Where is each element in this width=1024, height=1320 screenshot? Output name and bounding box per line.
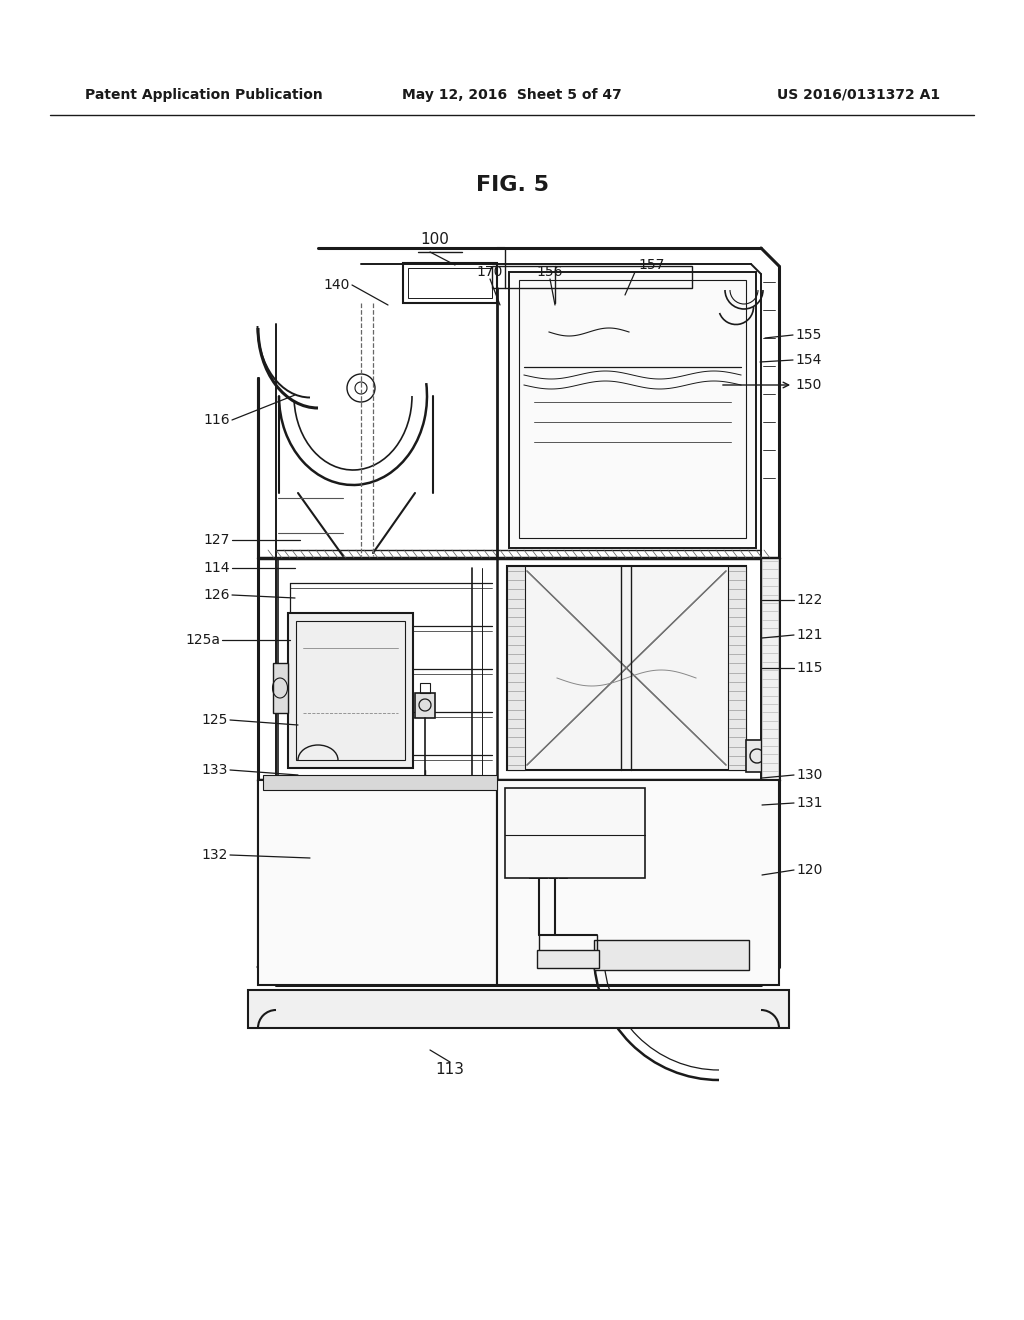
Bar	[594, 940, 749, 970]
Text: 120: 120	[796, 863, 822, 876]
Bar	[258, 780, 497, 985]
Bar	[728, 566, 746, 770]
Bar	[296, 620, 406, 760]
Text: 113: 113	[435, 1063, 465, 1077]
Bar	[761, 558, 779, 788]
Bar	[746, 741, 768, 772]
Bar	[539, 850, 555, 870]
Bar	[539, 870, 547, 878]
Bar	[527, 795, 567, 850]
Text: 115: 115	[796, 661, 822, 675]
Text: 156: 156	[537, 265, 563, 279]
Bar	[505, 788, 645, 878]
Bar	[273, 663, 288, 713]
Text: 155: 155	[795, 327, 821, 342]
Bar	[529, 870, 537, 878]
Text: Patent Application Publication: Patent Application Publication	[85, 88, 323, 102]
Bar	[509, 272, 756, 548]
Text: 132: 132	[202, 847, 228, 862]
Bar	[288, 612, 413, 768]
Text: 121: 121	[796, 628, 822, 642]
Text: 131: 131	[796, 796, 822, 810]
Bar	[559, 870, 567, 878]
Text: 150: 150	[795, 378, 821, 392]
Text: 125a: 125a	[185, 634, 220, 647]
Text: US 2016/0131372 A1: US 2016/0131372 A1	[777, 88, 940, 102]
Bar	[497, 780, 779, 985]
Text: 100: 100	[420, 232, 449, 248]
Text: 114: 114	[204, 561, 230, 576]
Text: 116: 116	[204, 413, 230, 426]
Text: 154: 154	[795, 352, 821, 367]
Bar	[537, 950, 599, 968]
Bar	[263, 775, 497, 789]
Text: 122: 122	[796, 593, 822, 607]
Bar	[420, 682, 430, 693]
Bar	[507, 566, 525, 770]
Bar	[492, 267, 692, 288]
Bar	[507, 566, 746, 770]
Text: FIG. 5: FIG. 5	[475, 176, 549, 195]
Bar	[248, 990, 790, 1028]
Bar	[403, 263, 497, 304]
Bar	[408, 268, 492, 298]
Bar	[525, 855, 569, 873]
Text: May 12, 2016  Sheet 5 of 47: May 12, 2016 Sheet 5 of 47	[402, 88, 622, 102]
Text: 133: 133	[202, 763, 228, 777]
Bar	[519, 280, 746, 539]
Text: 125: 125	[202, 713, 228, 727]
Text: 140: 140	[324, 279, 350, 292]
Bar	[549, 870, 557, 878]
Text: 127: 127	[204, 533, 230, 546]
Text: 130: 130	[796, 768, 822, 781]
Text: 126: 126	[204, 587, 230, 602]
Text: 157: 157	[638, 257, 665, 272]
Bar	[415, 693, 435, 718]
Text: 170: 170	[477, 265, 503, 279]
